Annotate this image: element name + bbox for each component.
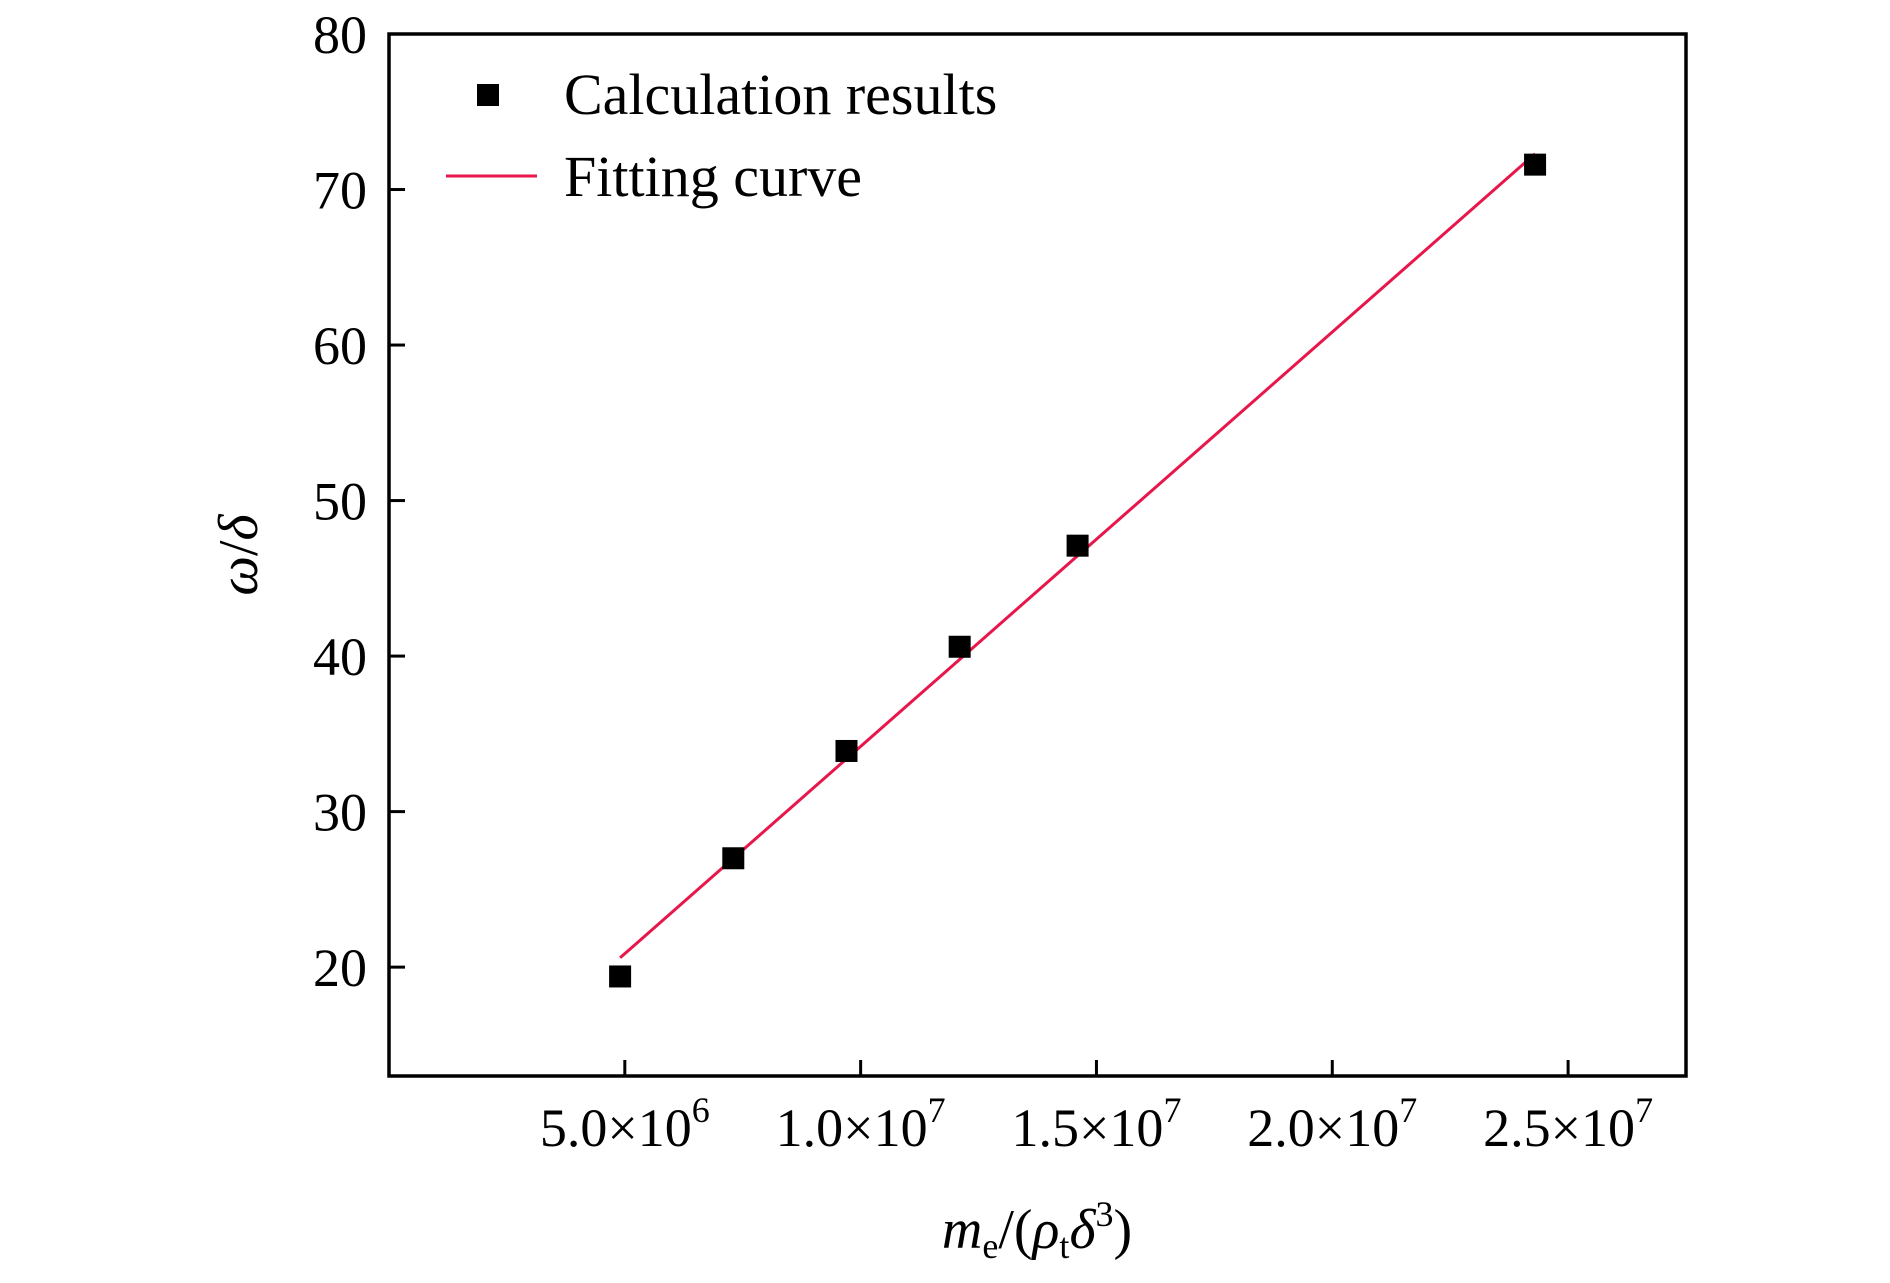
x-tick-label: 2.5×107 [1483,1090,1653,1158]
x-tick-exponent: 7 [1399,1090,1417,1130]
y-tick-label: 30 [313,783,367,843]
x-tick-mantissa: 1.5×10 [1011,1098,1163,1158]
plot-frame [387,32,1688,1078]
y-tick-label: 50 [313,472,367,532]
x-tick-exponent: 7 [1163,1090,1181,1130]
x-axis-title-rho: ρ [1031,1199,1060,1261]
calculation-point [1066,534,1089,557]
x-tick-exponent: 6 [692,1090,710,1130]
y-axis-title: ω/δ [208,513,270,595]
x-axis-title-sep: /( [998,1199,1032,1261]
calculation-point [948,635,971,658]
series-layer [609,152,1547,988]
x-tick-exponent: 7 [1635,1090,1653,1130]
y-axis-ticks: 20 30 40 50 60 70 80 [313,5,405,998]
legend: Calculation results Fitting curve [446,62,997,209]
x-tick-exponent: 7 [928,1090,946,1130]
legend-marker-calculation-results [477,84,499,106]
x-tick-label: 1.0×107 [776,1090,946,1158]
x-tick-label: 5.0×106 [540,1090,710,1158]
y-tick-label: 40 [313,627,367,687]
x-tick-mantissa: 5.0×10 [540,1098,692,1158]
x-tick-mantissa: 1.0×10 [776,1098,928,1158]
y-axis-title-omega: ω [208,556,270,596]
y-axis-title-slash: / [208,540,270,556]
calculation-point [1524,153,1547,176]
x-tick-label: 1.5×107 [1011,1090,1181,1158]
x-axis-title-m: m [942,1199,982,1261]
y-tick-label: 20 [313,938,367,998]
calculation-point [835,739,858,762]
y-tick-label: 80 [313,5,367,65]
x-axis-ticks: 5.0×106 1.0×107 1.5×107 2.0×107 2.5×107 [540,1060,1653,1158]
y-axis-title-delta: δ [208,513,270,540]
x-axis-title-delta-sup: 3 [1095,1194,1113,1234]
calculation-point [609,965,632,988]
x-axis-title-delta: δ [1069,1199,1096,1261]
x-axis-title-m-sub: e [982,1226,998,1266]
x-axis-title-close: ) [1113,1199,1132,1261]
x-tick-mantissa: 2.0×10 [1247,1098,1399,1158]
y-tick-label: 70 [313,161,367,221]
x-tick-label: 2.0×107 [1247,1090,1417,1158]
y-tick-label: 60 [313,316,367,376]
x-tick-mantissa: 2.5×10 [1483,1098,1635,1158]
x-axis-title: me/(ρtδ3) [942,1194,1132,1266]
legend-label: Fitting curve [564,144,862,209]
calculation-point [722,847,745,870]
x-axis-title-rho-sub: t [1059,1226,1069,1266]
legend-label: Calculation results [564,62,997,127]
